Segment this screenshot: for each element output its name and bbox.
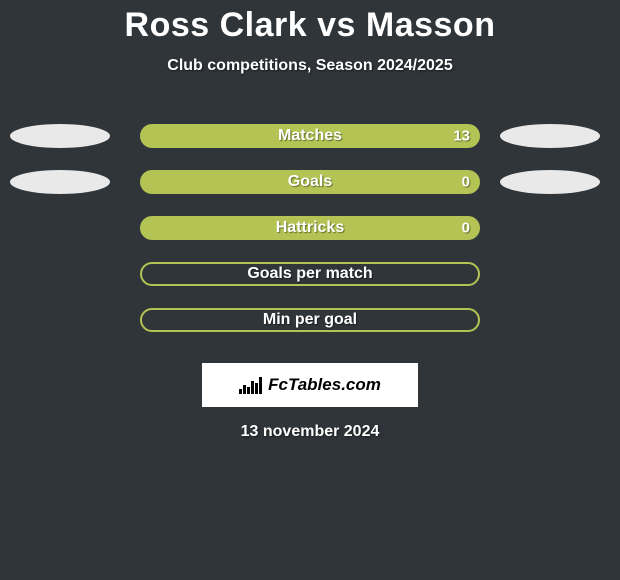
right-oval <box>500 124 600 148</box>
right-oval <box>500 170 600 194</box>
stat-label: Hattricks <box>276 219 344 237</box>
date-text: 13 november 2024 <box>0 423 620 441</box>
bar-chart-icon <box>239 376 262 394</box>
stat-label: Goals per match <box>247 265 372 283</box>
stat-row: Goals per match <box>0 251 620 297</box>
page-title: Ross Clark vs Masson <box>0 0 620 45</box>
stat-row: Goals 0 <box>0 159 620 205</box>
stat-row: Matches 13 <box>0 113 620 159</box>
stat-label: Min per goal <box>263 311 357 329</box>
stat-bar: Matches 13 <box>140 124 480 148</box>
stat-label: Matches <box>278 127 342 145</box>
stat-label: Goals <box>288 173 332 191</box>
left-oval <box>10 170 110 194</box>
stat-row: Hattricks 0 <box>0 205 620 251</box>
stat-bar: Hattricks 0 <box>140 216 480 240</box>
stats-container: Matches 13 Goals 0 Hattricks 0 Goals per match… <box>0 113 620 343</box>
stat-value: 0 <box>462 220 470 237</box>
left-oval <box>10 124 110 148</box>
stat-row: Min per goal <box>0 297 620 343</box>
subtitle: Club competitions, Season 2024/2025 <box>0 57 620 75</box>
stat-value: 0 <box>462 174 470 191</box>
stat-value: 13 <box>453 128 470 145</box>
brand-text: FcTables.com <box>268 375 381 395</box>
brand-box: FcTables.com <box>202 363 418 407</box>
stat-bar: Min per goal <box>140 308 480 332</box>
stat-bar: Goals per match <box>140 262 480 286</box>
stat-bar: Goals 0 <box>140 170 480 194</box>
